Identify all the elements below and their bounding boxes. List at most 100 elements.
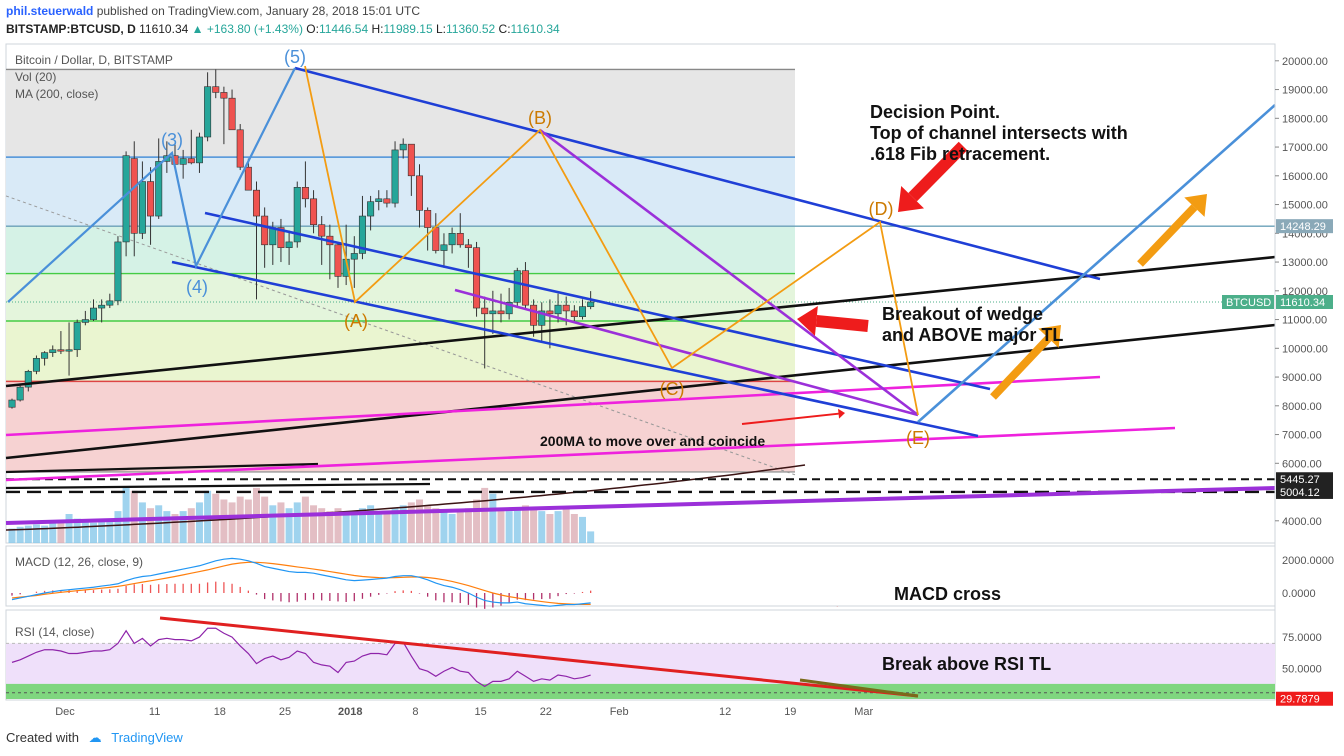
price-tick-label: 20000.00 — [1282, 56, 1328, 68]
candle-body — [530, 304, 538, 326]
magenta-line-upper — [5, 375, 1101, 437]
candle-body — [505, 301, 513, 315]
volume-bar — [481, 487, 489, 543]
candle-body — [456, 233, 464, 246]
wave-label: (5) — [284, 47, 306, 67]
price-tick-label: 15000.00 — [1282, 200, 1328, 212]
candle-body — [195, 136, 203, 164]
volume-bar — [41, 525, 49, 543]
candle-body — [90, 307, 98, 320]
rsi-legend: RSI (14, close) — [15, 625, 94, 639]
x-tick-label: Dec — [55, 706, 75, 718]
candle-body — [114, 241, 122, 302]
candle-body — [204, 86, 212, 138]
major-trend-line — [5, 255, 1276, 388]
candle-body — [432, 227, 440, 251]
macd-signal-line — [11, 561, 591, 605]
candle-body — [415, 175, 423, 211]
up-arrow-left — [990, 325, 1061, 400]
price-tick-label: 19000.00 — [1282, 85, 1328, 97]
volume-bar — [383, 514, 391, 543]
volume-bar — [562, 508, 570, 543]
rsi-trend-line-extension — [799, 678, 919, 698]
open-label: O: — [306, 22, 319, 36]
candle-body — [122, 155, 130, 243]
price-tag — [1276, 219, 1333, 234]
volume-bar — [464, 508, 472, 543]
volume-bar — [269, 505, 277, 543]
low-value: 11360.52 — [446, 22, 496, 36]
major-trend-line-2 — [5, 323, 1276, 460]
rsi-tick-label: 50.0000 — [1282, 664, 1322, 676]
candle-body — [440, 244, 448, 251]
rsi-last-tag-label: 29.7879 — [1280, 694, 1320, 706]
candle-body — [138, 181, 146, 234]
candle-body — [481, 307, 489, 315]
candle-body — [212, 86, 220, 93]
volume-bar — [220, 499, 228, 543]
price-tick-label: 4000.00 — [1282, 516, 1322, 528]
main-legend-text: Vol (20) — [15, 70, 56, 84]
volume-bar — [350, 514, 358, 543]
wave-label: (E) — [906, 428, 930, 448]
candle-body — [391, 149, 399, 204]
volume-bar — [587, 531, 595, 543]
symbol-tag-label: BTCUSD — [1226, 297, 1271, 309]
price-chart[interactable]: (5) (3) (4) (B) (A) (C) (D) (E) Decision Point.T… — [0, 40, 1344, 730]
volume-bar — [440, 511, 448, 543]
support-line — [5, 462, 319, 474]
volume-bar — [432, 508, 440, 543]
ma200-line — [5, 464, 806, 531]
candle-body — [375, 198, 383, 202]
created-with-label: Created with — [6, 730, 79, 745]
candle-body — [570, 310, 578, 317]
breakout-annotation: Breakout of wedge — [882, 304, 1043, 324]
candle-body — [187, 158, 195, 164]
rsi-last-tag — [1276, 691, 1333, 706]
volume-bar — [301, 496, 309, 543]
price-tick-label: 16000.00 — [1282, 171, 1328, 183]
candle-body — [41, 352, 49, 359]
low-label: L: — [436, 22, 447, 36]
ma-arrow — [741, 408, 845, 425]
published-text: published on TradingView.com, January 28… — [96, 4, 421, 18]
volume-bar — [236, 496, 244, 543]
breakout-arrow — [797, 305, 869, 336]
high-value: 11989.15 — [383, 22, 433, 36]
candle-body — [301, 187, 309, 200]
volume-bar — [106, 519, 114, 543]
volume-bar — [342, 511, 350, 543]
candle-body — [367, 201, 375, 217]
decision-annotation: Top of channel intersects with — [870, 123, 1128, 143]
price-tag-label: 5445.27 — [1280, 474, 1320, 486]
candle-body — [318, 224, 326, 237]
volume-bar — [579, 516, 586, 543]
volume-bar — [293, 502, 301, 543]
x-tick-label: 15 — [475, 706, 487, 718]
volume-bar — [505, 511, 513, 543]
purple-long-line — [5, 486, 1276, 525]
candle-body — [334, 244, 342, 277]
macd-panel-frame — [5, 545, 1276, 607]
price-tick-label: 13000.00 — [1282, 257, 1328, 269]
author-link[interactable]: phil.steuerwald — [6, 4, 94, 18]
rsi-annotation: Break above RSI TL — [882, 654, 1051, 674]
price-tick-label: 10000.00 — [1282, 343, 1328, 355]
candle-body — [269, 227, 277, 246]
candle-body — [562, 304, 570, 312]
candle-body — [106, 300, 114, 306]
candle-body — [310, 198, 318, 225]
volume-bar — [521, 505, 529, 543]
candle-body — [16, 386, 24, 401]
fib-band — [6, 381, 795, 472]
tradingview-link[interactable]: TradingView — [111, 730, 183, 745]
fib-band — [6, 273, 795, 321]
x-tick-label: Mar — [854, 706, 873, 718]
volume-bar — [122, 487, 130, 543]
price-tag — [1276, 295, 1333, 310]
volume-bar — [334, 508, 342, 543]
volume-bar — [285, 508, 293, 543]
candle-body — [253, 189, 261, 217]
breakout-annotation: and ABOVE major TL — [882, 325, 1063, 345]
volume-bar — [16, 526, 24, 543]
